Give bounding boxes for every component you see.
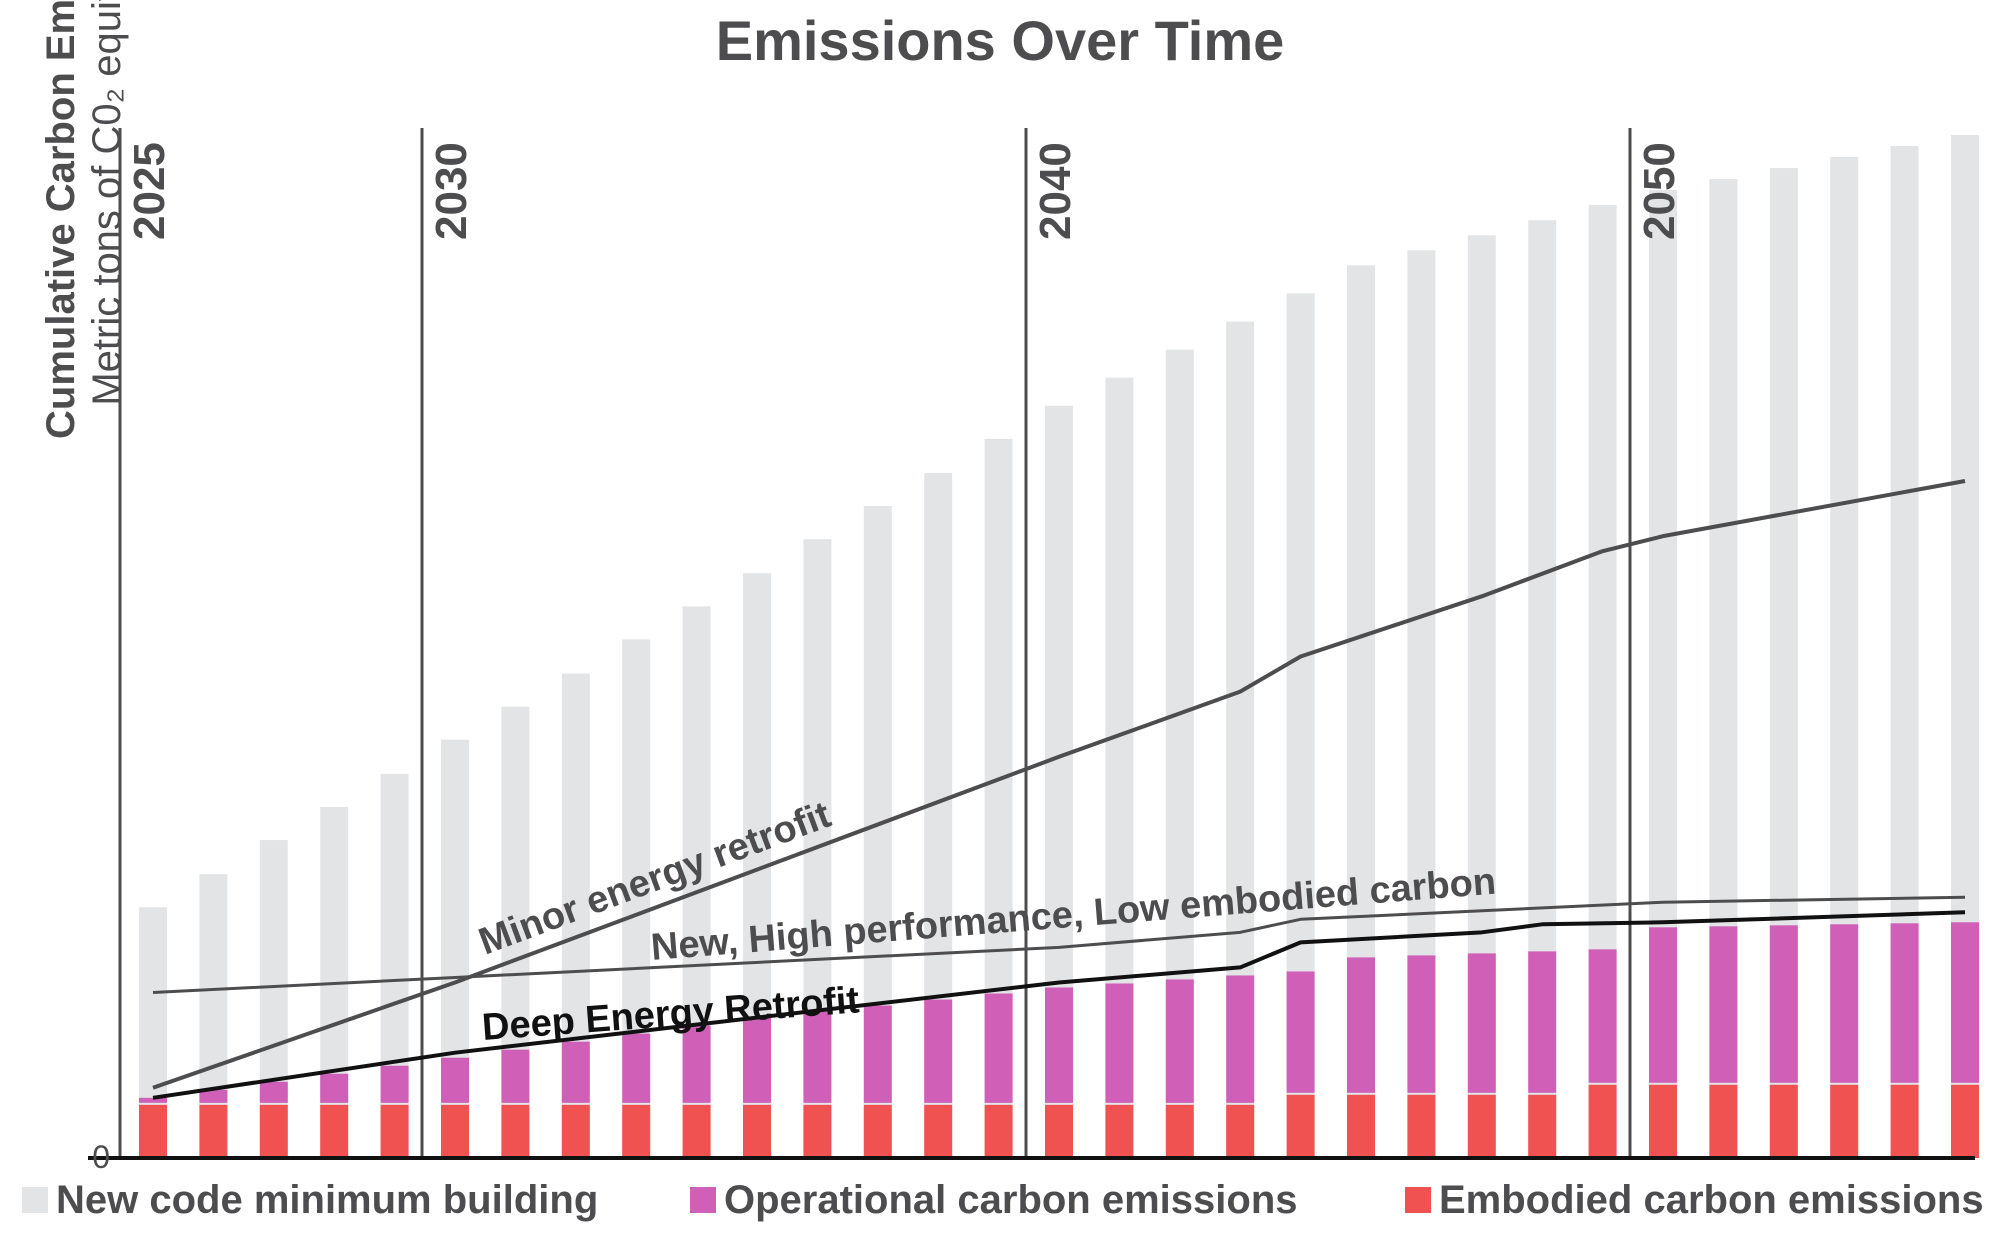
bar-operational-2035 [743, 1017, 771, 1103]
bar-operational-2054 [1890, 923, 1919, 1083]
bar-embodied-2043 [1226, 1104, 1255, 1158]
bar-operational-2025 [139, 1097, 167, 1103]
bar-operational-2032 [561, 1041, 590, 1103]
bar-embodied-2027 [259, 1104, 288, 1158]
bar-operational-2046 [1407, 955, 1436, 1093]
bar-embodied-2052 [1769, 1084, 1798, 1158]
bar-embodied-2031 [501, 1104, 530, 1158]
legend-item-new-code: New code minimum building [22, 1170, 598, 1230]
bar-operational-2027 [259, 1081, 288, 1103]
bar-embodied-2037 [863, 1104, 892, 1158]
bar-operational-2028 [320, 1073, 349, 1103]
chart-legend: New code minimum building Operational ca… [0, 1170, 2000, 1230]
bar-operational-2036 [803, 1011, 832, 1103]
bar-embodied-2054 [1890, 1084, 1919, 1158]
year-marker-label-2050: 2050 [1635, 142, 1684, 240]
bar-operational-2037 [863, 1005, 892, 1103]
bar-embodied-2051 [1709, 1084, 1738, 1158]
bar-embodied-2028 [320, 1104, 349, 1158]
legend-swatch-embodied [1405, 1187, 1431, 1213]
year-marker-label-2030: 2030 [427, 142, 476, 240]
bar-operational-2042 [1165, 979, 1194, 1103]
chart-title: Emissions Over Time [715, 9, 1285, 72]
line-minor-energy-retrofit [152, 479, 1966, 1090]
y-tick-label-0: 0 [92, 1139, 110, 1175]
legend-swatch-new-code [22, 1187, 48, 1213]
bar-embodied-2049 [1588, 1084, 1617, 1158]
bar-embodied-2034 [682, 1104, 711, 1158]
legend-item-embodied: Embodied carbon emissions [1405, 1170, 1984, 1230]
bar-operational-2041 [1105, 983, 1134, 1103]
bar-embodied-2040 [1045, 1104, 1073, 1158]
bar-embodied-2038 [924, 1104, 953, 1158]
bar-operational-2051 [1709, 926, 1738, 1083]
bar-embodied-2029 [380, 1104, 409, 1158]
bar-operational-2055 [1951, 922, 1979, 1083]
bar-operational-2033 [622, 1033, 651, 1103]
bar-embodied-2032 [561, 1104, 590, 1158]
bar-operational-2044 [1286, 971, 1315, 1093]
bar-embodied-2046 [1407, 1094, 1436, 1158]
bar-embodied-2047 [1467, 1094, 1496, 1158]
bar-embodied-2053 [1830, 1084, 1859, 1158]
legend-swatch-operational [690, 1187, 716, 1213]
bar-embodied-2035 [743, 1104, 771, 1158]
bar-operational-2030 [441, 1057, 469, 1103]
bar-embodied-2036 [803, 1104, 832, 1158]
year-marker-label-2040: 2040 [1031, 142, 1080, 240]
legend-item-operational: Operational carbon emissions [690, 1170, 1298, 1230]
year-marker-label-2025: 2025 [125, 142, 174, 240]
bar-embodied-2041 [1105, 1104, 1134, 1158]
bar-embodied-2044 [1286, 1094, 1315, 1158]
legend-label-operational: Operational carbon emissions [724, 1177, 1298, 1222]
bar-embodied-2045 [1347, 1094, 1375, 1158]
legend-label-new-code: New code minimum building [56, 1177, 599, 1222]
line-deep-energy-retrofit [152, 910, 1966, 1100]
bar-operational-2052 [1769, 925, 1798, 1083]
legend-label-embodied: Embodied carbon emissions [1439, 1177, 1984, 1222]
bar-embodied-2025 [139, 1104, 167, 1158]
bar-operational-2048 [1528, 951, 1557, 1093]
bar-embodied-2055 [1951, 1084, 1979, 1158]
bar-embodied-2050 [1649, 1084, 1677, 1158]
bar-operational-2047 [1467, 953, 1496, 1093]
bar-operational-2053 [1830, 924, 1859, 1083]
bar-operational-2026 [199, 1089, 228, 1103]
bar-operational-2029 [380, 1065, 409, 1103]
bar-embodied-2030 [441, 1104, 469, 1158]
bar-operational-2034 [682, 1025, 711, 1103]
bar-embodied-2042 [1165, 1104, 1194, 1158]
line-new-high-performance-low-embodied-carbon [152, 895, 1966, 995]
bar-embodied-2026 [199, 1104, 228, 1158]
bar-operational-2050 [1649, 927, 1677, 1083]
bar-operational-2040 [1045, 987, 1073, 1103]
bar-operational-2043 [1226, 975, 1255, 1103]
bar-embodied-2048 [1528, 1094, 1557, 1158]
bar-operational-2039 [984, 993, 1013, 1103]
bar-embodied-2033 [622, 1104, 651, 1158]
bar-embodied-2039 [984, 1104, 1013, 1158]
bar-operational-2049 [1588, 949, 1617, 1083]
bar-operational-2031 [501, 1049, 530, 1103]
bar-operational-2045 [1347, 957, 1375, 1093]
bar-operational-2038 [924, 999, 953, 1103]
